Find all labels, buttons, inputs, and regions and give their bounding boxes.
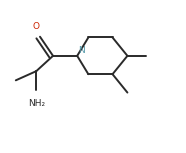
Text: NH₂: NH₂ [28, 99, 45, 108]
Text: O: O [33, 22, 40, 31]
Text: N: N [78, 46, 85, 55]
